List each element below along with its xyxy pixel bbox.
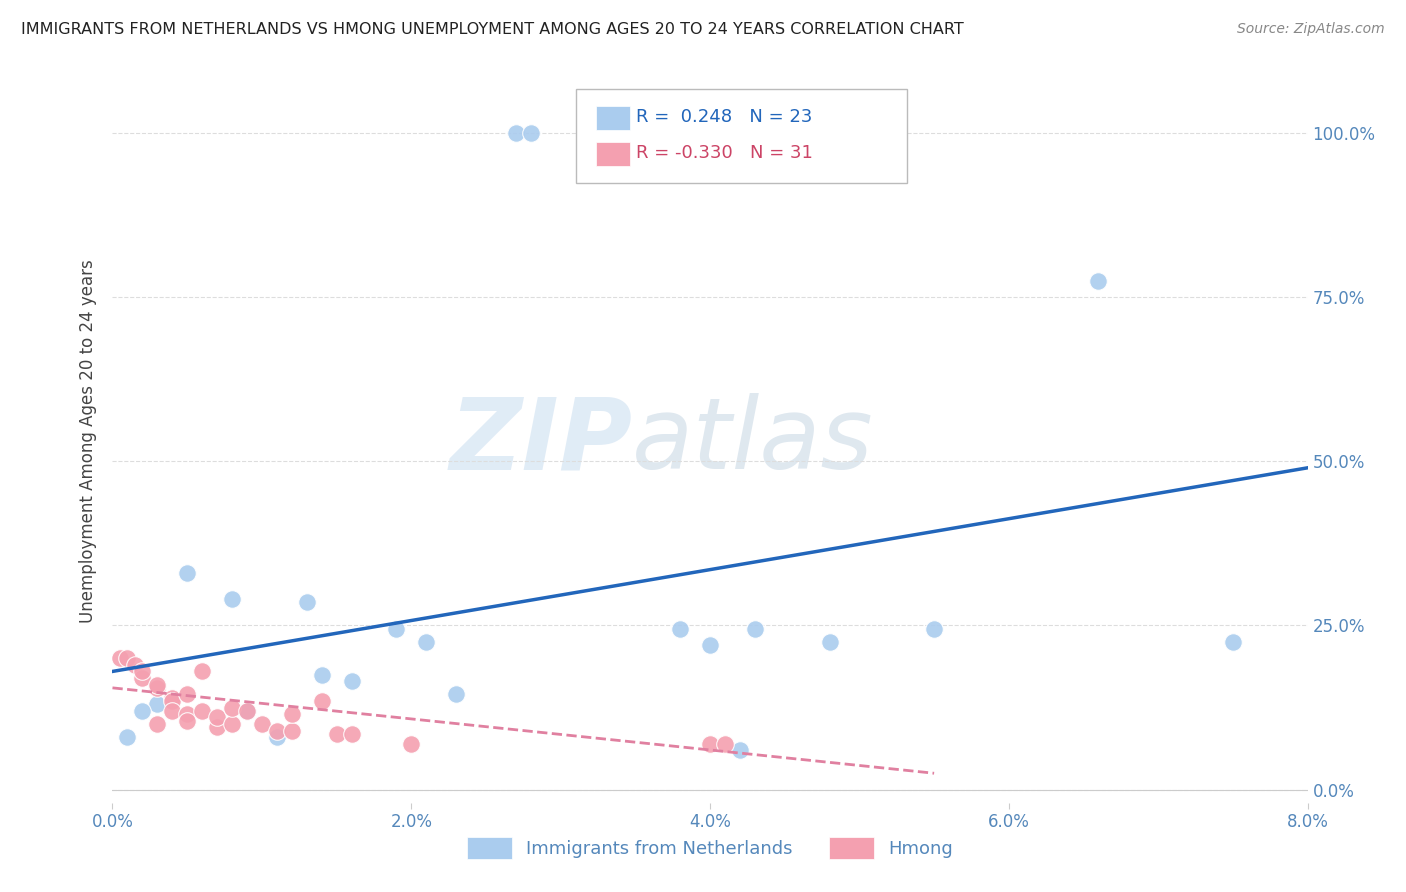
Point xyxy=(744,622,766,636)
Point xyxy=(162,694,183,708)
Point xyxy=(266,730,288,744)
Point xyxy=(191,704,214,718)
Point xyxy=(922,622,945,636)
Point xyxy=(266,723,288,738)
Point xyxy=(250,717,273,731)
Point xyxy=(117,651,139,665)
Point xyxy=(415,635,437,649)
Text: atlas: atlas xyxy=(633,393,875,490)
Point xyxy=(146,681,169,695)
Point xyxy=(131,665,153,679)
Point xyxy=(176,687,198,701)
Point xyxy=(401,737,423,751)
Point xyxy=(236,704,259,718)
Point xyxy=(714,737,737,751)
Point xyxy=(281,707,304,722)
Text: Source: ZipAtlas.com: Source: ZipAtlas.com xyxy=(1237,22,1385,37)
Point xyxy=(340,674,363,689)
Point xyxy=(146,717,169,731)
Text: IMMIGRANTS FROM NETHERLANDS VS HMONG UNEMPLOYMENT AMONG AGES 20 TO 24 YEARS CORR: IMMIGRANTS FROM NETHERLANDS VS HMONG UNE… xyxy=(21,22,965,37)
Y-axis label: Unemployment Among Ages 20 to 24 years: Unemployment Among Ages 20 to 24 years xyxy=(79,260,97,624)
Point xyxy=(117,730,139,744)
Point xyxy=(131,671,153,685)
Point xyxy=(205,710,228,724)
Text: R = -0.330   N = 31: R = -0.330 N = 31 xyxy=(636,144,813,161)
Point xyxy=(1087,274,1109,288)
Point xyxy=(221,717,243,731)
Legend: Immigrants from Netherlands, Hmong: Immigrants from Netherlands, Hmong xyxy=(460,830,960,866)
Point xyxy=(669,622,692,636)
Point xyxy=(295,595,318,609)
Point xyxy=(1222,635,1244,649)
Point xyxy=(311,667,333,681)
Point xyxy=(311,694,333,708)
Point xyxy=(176,566,198,580)
Point xyxy=(236,704,259,718)
Point xyxy=(146,698,169,712)
Point xyxy=(281,723,304,738)
Point xyxy=(444,687,467,701)
Point xyxy=(162,690,183,705)
Point xyxy=(520,126,543,140)
Point xyxy=(176,714,198,728)
Point xyxy=(221,700,243,714)
Point xyxy=(325,727,347,741)
Point xyxy=(176,707,198,722)
Point xyxy=(221,592,243,607)
Point xyxy=(728,743,751,757)
Text: ZIP: ZIP xyxy=(450,393,633,490)
Text: R =  0.248   N = 23: R = 0.248 N = 23 xyxy=(636,108,811,126)
Point xyxy=(131,704,153,718)
Point xyxy=(124,657,146,672)
Point xyxy=(191,665,214,679)
Point xyxy=(162,704,183,718)
Point xyxy=(699,737,721,751)
Point xyxy=(205,720,228,734)
Point xyxy=(146,677,169,691)
Point xyxy=(818,635,841,649)
Point xyxy=(340,727,363,741)
Point xyxy=(699,638,721,652)
Point xyxy=(385,622,408,636)
Point xyxy=(108,651,131,665)
Point xyxy=(505,126,527,140)
